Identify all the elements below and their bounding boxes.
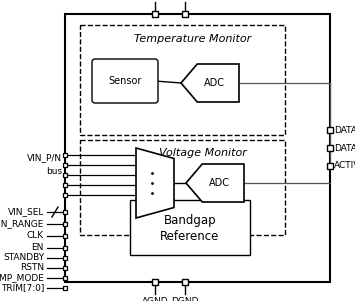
Polygon shape [181,64,239,102]
Text: TRIM[7:0]: TRIM[7:0] [1,284,44,293]
FancyBboxPatch shape [92,59,158,103]
Text: Reference: Reference [160,230,220,243]
Bar [80,25,285,135]
Text: AGND: AGND [142,297,168,301]
Bar [65,14,330,282]
Text: Voltage Monitor: Voltage Monitor [159,148,247,158]
Text: ADC: ADC [208,178,229,188]
Text: STANDBY: STANDBY [3,253,44,262]
Text: VIN_RANGE: VIN_RANGE [0,219,44,228]
Text: Sensor: Sensor [108,76,142,86]
Text: RSTN: RSTN [20,263,44,272]
Text: VIN_P/N: VIN_P/N [27,154,62,163]
Text: ACTIVE: ACTIVE [334,162,355,170]
Text: bus: bus [46,167,62,176]
Text: DGND: DGND [171,297,199,301]
Text: TEMP_MODE: TEMP_MODE [0,274,44,283]
Bar [80,140,285,235]
Text: Bandgap: Bandgap [164,214,216,227]
Text: DATA_VALID: DATA_VALID [334,144,355,153]
Polygon shape [186,164,244,202]
Text: ADC: ADC [203,78,224,88]
Polygon shape [136,148,174,218]
Text: VIN_SEL: VIN_SEL [7,207,44,216]
Text: Temperature Monitor: Temperature Monitor [134,34,251,44]
Text: EN: EN [32,244,44,253]
Text: DATA_OUT[12:0]: DATA_OUT[12:0] [334,126,355,135]
Text: CLK: CLK [27,231,44,240]
Bar [130,200,250,255]
